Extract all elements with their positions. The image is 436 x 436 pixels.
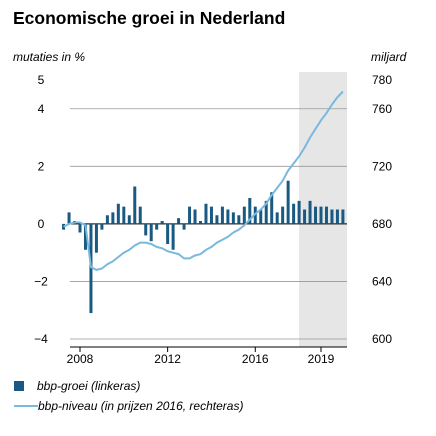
bar [330, 209, 334, 224]
left-tick-label: −2 [34, 274, 48, 288]
bar [231, 212, 235, 224]
bar [67, 212, 71, 224]
forecast-shading [299, 72, 347, 347]
bar [78, 223, 82, 233]
x-tick-label: 2016 [242, 352, 269, 366]
bar [127, 215, 131, 224]
bar [308, 200, 312, 224]
bar [242, 206, 246, 224]
bar [286, 180, 290, 224]
bar [335, 209, 339, 224]
legend-item-bars: bbp-groei (linkeras) [14, 379, 140, 393]
bar [160, 221, 164, 224]
bar [188, 206, 192, 224]
bar [177, 218, 181, 224]
right-tick-label: 600 [372, 332, 392, 346]
bar [89, 223, 93, 314]
bar [297, 200, 301, 224]
legend-bar-label: bbp-groei (linkeras) [37, 379, 141, 393]
legend-bar-swatch [14, 381, 24, 391]
right-axis-label: miljard [371, 50, 407, 64]
bar [270, 192, 274, 224]
bar [149, 223, 153, 242]
bar [105, 215, 109, 224]
bar [122, 206, 126, 224]
x-tick-label: 2012 [154, 352, 181, 366]
bar [237, 215, 241, 224]
legend-line-swatch [14, 405, 38, 407]
chart-title: Economische groei in Nederland [13, 8, 286, 28]
bar [182, 223, 186, 230]
left-tick-label: 5 [38, 73, 45, 87]
bar [319, 206, 323, 224]
bar [209, 206, 213, 224]
bar [314, 206, 318, 224]
bar [292, 203, 296, 224]
right-tick-label: 760 [372, 102, 392, 116]
bar [220, 206, 224, 224]
bar [303, 209, 307, 224]
bar [204, 203, 208, 224]
bar [133, 186, 137, 224]
bar [62, 223, 66, 230]
bar [100, 223, 104, 230]
bar [275, 212, 279, 224]
bar [166, 223, 170, 245]
bar [248, 197, 252, 224]
bar [324, 206, 328, 224]
bar [259, 209, 263, 224]
right-tick-label: 640 [372, 274, 392, 288]
bar [193, 209, 197, 224]
legend-line-label: bbp-niveau (in prijzen 2016, rechteras) [38, 399, 244, 413]
bar [94, 223, 98, 253]
left-tick-label: 2 [38, 159, 45, 173]
bar [138, 206, 142, 224]
bar [264, 200, 268, 224]
x-tick-label: 2008 [67, 352, 94, 366]
bar [111, 212, 115, 224]
bar [155, 223, 159, 230]
legend-item-line: bbp-niveau (in prijzen 2016, rechteras) [14, 399, 243, 413]
bar [116, 203, 120, 224]
bar [341, 209, 345, 224]
left-tick-label: 4 [38, 102, 45, 116]
left-axis-label: mutaties in % [13, 50, 86, 64]
right-tick-label: 680 [372, 217, 392, 231]
bar [83, 223, 87, 250]
bar [199, 221, 202, 224]
bar [144, 223, 148, 236]
bar [215, 215, 219, 224]
bar [226, 209, 230, 224]
right-tick-label: 780 [372, 73, 392, 87]
left-tick-label: −4 [34, 332, 48, 346]
bar [281, 206, 285, 224]
x-tick-label: 2019 [308, 352, 335, 366]
right-tick-label: 720 [372, 159, 392, 173]
bar [171, 223, 175, 250]
line-series [63, 90, 344, 271]
left-tick-label: 0 [38, 217, 45, 231]
